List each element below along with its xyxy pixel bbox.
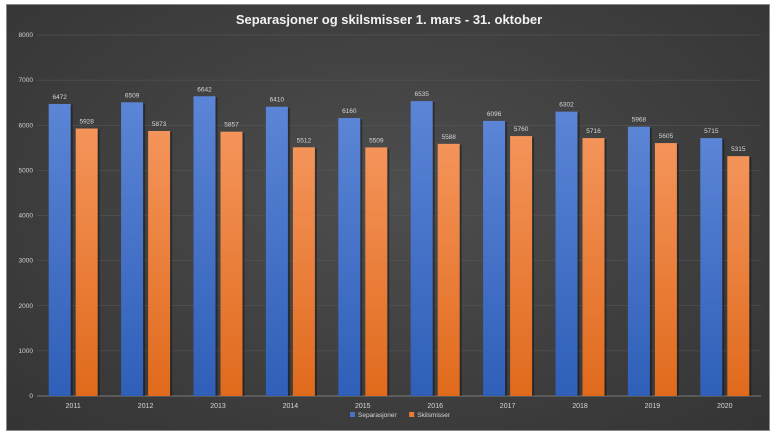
y-tick-label: 8000	[19, 32, 34, 39]
data-label: 5760	[514, 126, 529, 133]
gridlines	[37, 34, 761, 397]
bar-skilsmisser	[510, 136, 533, 396]
y-tick-label: 4000	[19, 213, 34, 220]
y-tick-label: 5000	[19, 167, 34, 174]
data-label: 6642	[197, 86, 212, 93]
data-label: 5315	[731, 146, 746, 153]
bar-skilsmisser	[220, 131, 243, 396]
data-label: 5928	[79, 118, 94, 125]
bar-chart: Separasjoner og skilsmisser 1. mars - 31…	[19, 12, 761, 419]
x-tick-label: 2019	[645, 403, 661, 410]
bar-separasjoner	[48, 103, 71, 397]
data-label: 5857	[224, 122, 239, 129]
bar-separasjoner	[555, 111, 578, 396]
bar-skilsmisser	[75, 128, 98, 396]
x-tick-label: 2011	[66, 403, 81, 410]
bar-skilsmisser	[437, 143, 460, 396]
legend: Separasjoner Skilsmisser	[350, 412, 451, 419]
bar-separasjoner	[121, 102, 144, 396]
y-tick-label: 7000	[19, 77, 34, 84]
x-tick-label: 2015	[355, 403, 371, 410]
data-label: 5968	[632, 117, 647, 124]
legend-label: Separasjoner	[358, 412, 397, 419]
x-tick-label: 2012	[138, 403, 154, 410]
bar-skilsmisser	[654, 143, 677, 396]
data-label: 5715	[704, 128, 719, 135]
data-label: 5605	[659, 133, 674, 140]
chart-title: Separasjoner og skilsmisser 1. mars - 31…	[236, 12, 542, 27]
data-label: 6160	[342, 108, 357, 115]
data-label: 6096	[487, 111, 502, 118]
data-label: 6472	[52, 94, 67, 101]
data-label: 6410	[270, 97, 285, 104]
bars	[48, 96, 752, 397]
bar-separasjoner	[700, 138, 723, 396]
bar-separasjoner	[410, 101, 433, 396]
legend-swatch	[350, 412, 355, 417]
y-axis-ticks: 0 1000 2000 3000 4000 5000 6000 7000 8000	[19, 32, 34, 400]
data-label: 5509	[369, 137, 384, 144]
bar-skilsmisser	[292, 147, 315, 396]
bar-separasjoner	[338, 118, 361, 396]
bar-separasjoner	[627, 126, 650, 396]
x-axis-ticks: 2011 2012 2013 2014 2015 2016 2017 2018 2019 2020	[66, 403, 733, 410]
bar-skilsmisser	[727, 156, 750, 396]
y-tick-label: 6000	[19, 122, 34, 129]
data-label: 5873	[152, 121, 167, 128]
legend-swatch	[409, 412, 415, 417]
x-tick-label: 2014	[283, 403, 299, 410]
data-label: 5716	[586, 128, 601, 135]
data-label: 6535	[414, 91, 429, 98]
data-label: 5588	[441, 134, 456, 141]
data-label: 6509	[125, 92, 140, 99]
bar-separasjoner	[483, 120, 506, 396]
y-tick-label: 3000	[19, 258, 34, 265]
x-tick-label: 2016	[427, 403, 443, 410]
bar-skilsmisser	[148, 130, 171, 396]
chart-frame: Separasjoner og skilsmisser 1. mars - 31…	[6, 4, 770, 431]
data-labels: 6472 5928 6509 5873 6642 5857 6410 5512 6160 5509…	[52, 86, 745, 153]
y-tick-label: 2000	[19, 303, 34, 310]
data-label: 5512	[297, 137, 312, 144]
x-tick-label: 2020	[717, 403, 733, 410]
x-tick-label: 2013	[210, 403, 226, 410]
x-tick-label: 2017	[500, 403, 516, 410]
bar-separasjoner	[265, 106, 288, 396]
bar-skilsmisser	[365, 147, 388, 396]
bar-separasjoner	[193, 96, 216, 396]
data-label: 6302	[559, 102, 574, 109]
y-tick-label: 1000	[19, 348, 34, 355]
bar-skilsmisser	[582, 138, 605, 397]
x-tick-label: 2018	[572, 403, 588, 410]
legend-label: Skilsmisser	[417, 412, 451, 419]
y-tick-label: 0	[29, 393, 33, 400]
